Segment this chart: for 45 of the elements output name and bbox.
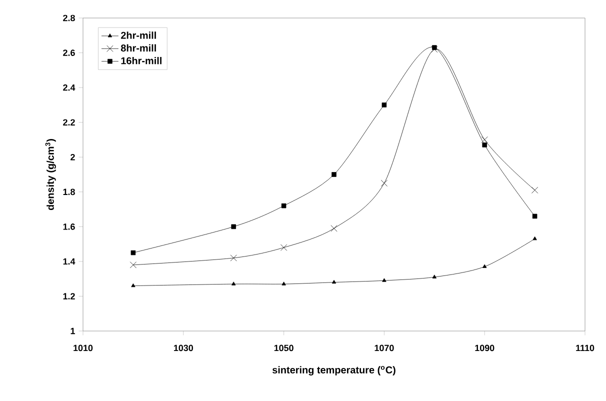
x-tick-label: 1110 xyxy=(576,344,594,352)
point xyxy=(332,280,336,284)
point xyxy=(332,172,336,177)
point xyxy=(482,142,487,148)
x-tick-label: 1030 xyxy=(174,344,194,352)
point xyxy=(280,244,288,251)
y-tick-label: 1 xyxy=(70,328,75,334)
x-axis-title: sintering temperature ($^{o}$C) xyxy=(272,366,396,376)
y-tick-label: 2.6 xyxy=(63,50,75,56)
point xyxy=(432,45,437,50)
legend-label: 2hr-mill xyxy=(120,32,156,39)
point xyxy=(230,254,237,262)
point xyxy=(130,250,136,256)
point xyxy=(231,224,236,230)
legend-label: 8hr-mill xyxy=(120,44,156,52)
point xyxy=(330,225,338,232)
point xyxy=(382,102,387,108)
x-tick-label: 1070 xyxy=(374,344,394,352)
point xyxy=(130,262,136,268)
point xyxy=(431,46,438,53)
point xyxy=(232,282,236,286)
point xyxy=(532,186,538,194)
y-tick-label: 1.6 xyxy=(63,223,75,230)
point xyxy=(281,203,286,208)
x-tick-label: 1090 xyxy=(475,344,494,352)
y-tick-label: 2.4 xyxy=(63,84,76,91)
y-axis-title: density (g/cm$^{3}$) xyxy=(45,139,56,210)
legend-label: 16hr-mill xyxy=(121,56,162,64)
point xyxy=(380,180,388,186)
point xyxy=(432,274,437,278)
x-tick-label: 1050 xyxy=(274,344,294,352)
point xyxy=(382,278,386,282)
y-tick-label: 2.2 xyxy=(63,119,75,126)
y-tick-label: 2.8 xyxy=(63,14,75,22)
point xyxy=(482,264,487,268)
y-tick-label: 2 xyxy=(70,154,75,160)
x-tick-label: 1010 xyxy=(74,344,93,352)
point xyxy=(481,136,488,144)
point xyxy=(131,283,136,288)
point xyxy=(532,236,537,240)
y-tick-label: 1.4 xyxy=(63,258,76,265)
y-tick-label: 1.8 xyxy=(63,188,75,196)
y-tick-label: 1.2 xyxy=(63,293,75,300)
point xyxy=(282,282,286,286)
point xyxy=(532,214,538,219)
